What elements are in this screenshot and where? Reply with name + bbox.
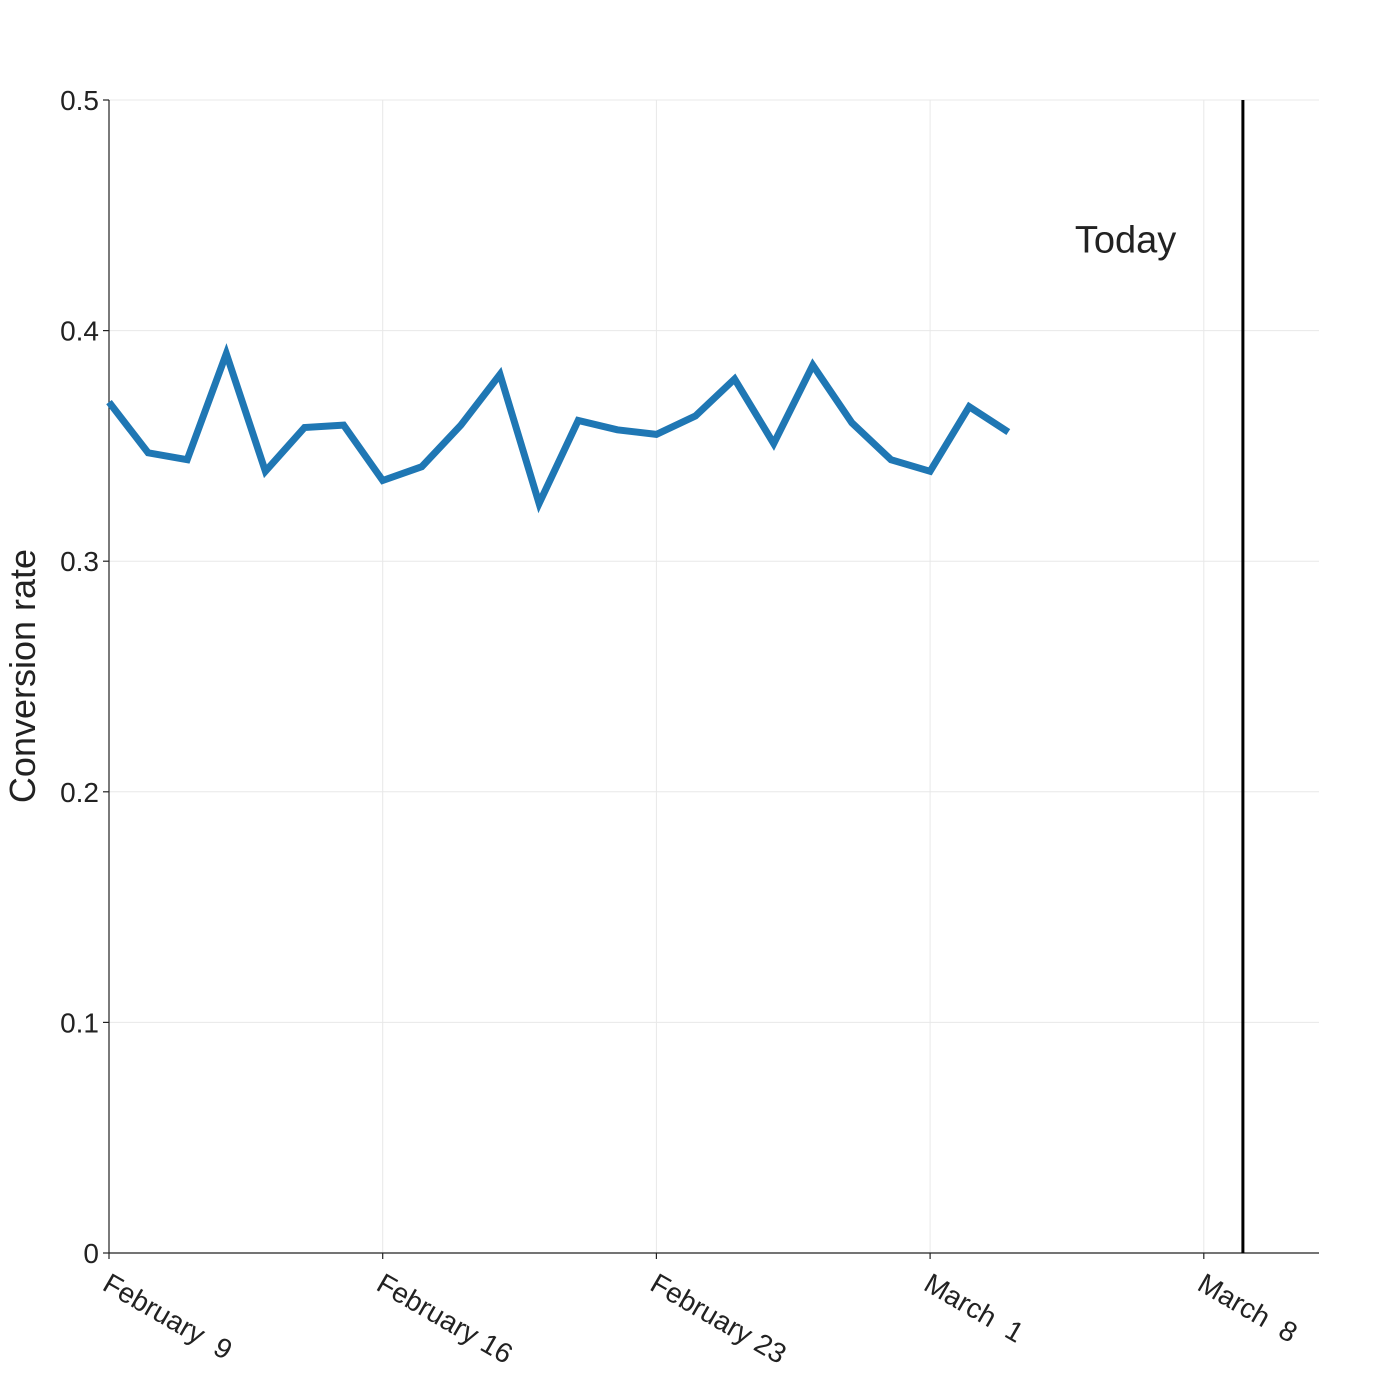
y-tick-label: 0.1 xyxy=(60,1007,99,1038)
y-tick-label: 0.4 xyxy=(60,316,99,347)
grid-layer xyxy=(108,99,1319,1254)
today-label: Today xyxy=(1075,219,1176,261)
y-tick-label: 0.3 xyxy=(60,546,99,577)
axis-layer: 0 0.1 0.2 0.3 0.4 0.5 February 9 February 16 Feb… xyxy=(60,85,1319,1370)
annotation-layer: Today xyxy=(1075,100,1245,1253)
x-tick-label: February 16 xyxy=(372,1267,518,1369)
y-axis-title: Conversion rate xyxy=(2,549,43,803)
y-tick-label: 0.2 xyxy=(60,777,99,808)
y-tick-label: 0.5 xyxy=(60,85,99,116)
x-tick-label: February 9 xyxy=(98,1267,237,1365)
x-tick-label: March 1 xyxy=(919,1267,1029,1348)
x-tick-label: March 8 xyxy=(1193,1267,1303,1348)
series-layer xyxy=(106,343,1011,514)
series-line xyxy=(106,343,1011,514)
x-tick-label: February 23 xyxy=(645,1267,791,1369)
y-tick-label: 0 xyxy=(83,1238,99,1269)
